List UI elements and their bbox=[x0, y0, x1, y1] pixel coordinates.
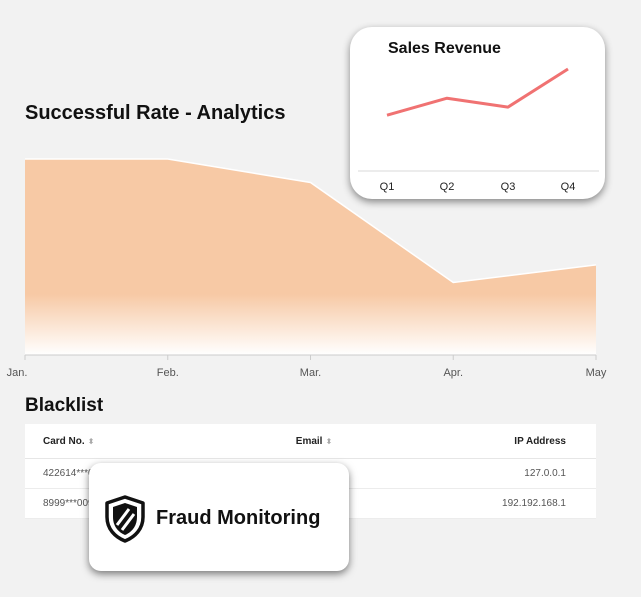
table-header-row: Card No. ⬍ Email ⬍ IP Address bbox=[25, 424, 596, 459]
column-header-email[interactable]: Email ⬍ bbox=[185, 424, 503, 459]
area-series bbox=[25, 159, 596, 355]
ip-cell: 192.192.168.1 bbox=[502, 488, 596, 519]
x-tick-label: Apr. bbox=[443, 367, 463, 379]
x-tick-label: Q1 bbox=[380, 181, 395, 193]
ip-cell: 127.0.0.1 bbox=[502, 458, 596, 489]
fraud-monitoring-label: Fraud Monitoring bbox=[156, 507, 321, 529]
sales-line-chart: Q1 Q2 Q3 Q4 bbox=[358, 67, 599, 193]
x-tick-label: Feb. bbox=[157, 367, 179, 379]
area-chart-title: Successful Rate - Analytics bbox=[25, 102, 286, 124]
column-header-card[interactable]: Card No. ⬍ bbox=[25, 424, 186, 459]
blacklist-title: Blacklist bbox=[25, 395, 104, 416]
column-header-label: Card No. bbox=[43, 435, 85, 447]
column-header-label: Email bbox=[295, 435, 323, 447]
x-tick-label: Q3 bbox=[501, 181, 516, 193]
x-tick-label: Q2 bbox=[440, 181, 455, 193]
sales-series-line bbox=[386, 67, 569, 117]
sales-chart-title: Sales Revenue bbox=[388, 40, 501, 57]
column-header-ip: IP Address bbox=[502, 424, 596, 459]
shield-icon bbox=[105, 495, 145, 543]
x-tick-label: May bbox=[586, 367, 607, 379]
sort-icon[interactable]: ⬍ bbox=[325, 436, 333, 446]
fraud-monitoring-card[interactable]: Fraud Monitoring bbox=[89, 463, 349, 571]
area-chart: Jan. Feb. Mar. Apr. May bbox=[7, 158, 607, 379]
x-tick-label: Q4 bbox=[561, 181, 576, 193]
column-header-label: IP Address bbox=[514, 435, 566, 447]
area-series-line bbox=[25, 158, 597, 284]
sales-revenue-card: Sales Revenue Q1 Q2 Q3 Q4 bbox=[350, 27, 605, 199]
x-tick-label: Jan. bbox=[7, 367, 28, 379]
sort-icon[interactable]: ⬍ bbox=[87, 436, 95, 446]
x-tick-label: Mar. bbox=[300, 367, 321, 379]
